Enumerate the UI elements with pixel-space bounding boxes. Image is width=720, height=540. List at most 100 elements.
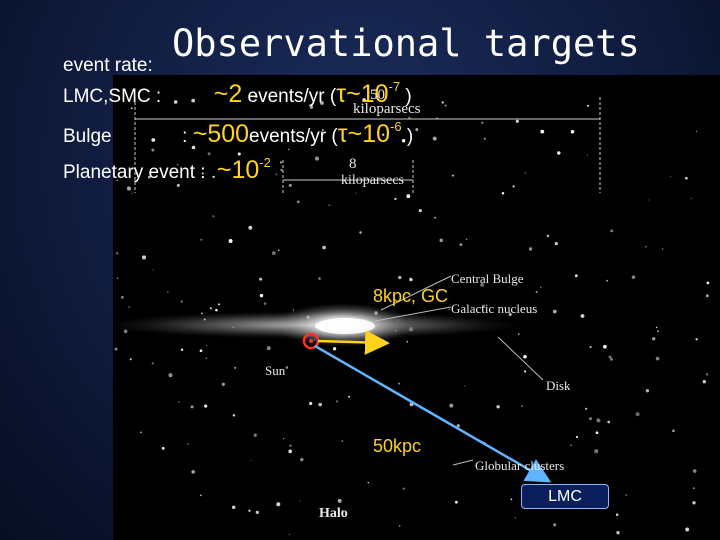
star-icon bbox=[587, 104, 589, 107]
star-icon bbox=[180, 300, 183, 303]
star-icon bbox=[263, 302, 267, 305]
star-icon bbox=[187, 443, 190, 445]
star-icon bbox=[441, 101, 444, 104]
star-icon bbox=[218, 303, 220, 306]
star-icon bbox=[176, 163, 179, 166]
star-icon bbox=[406, 340, 409, 343]
star-icon bbox=[280, 168, 283, 172]
star-icon bbox=[670, 175, 672, 177]
lmc-close: ) bbox=[400, 86, 412, 107]
lmc-box: LMC bbox=[521, 484, 609, 509]
star-icon bbox=[501, 192, 505, 195]
bulge-exp: -6 bbox=[390, 118, 402, 134]
sun-label: Sun bbox=[265, 363, 286, 378]
star-icon bbox=[126, 186, 131, 191]
star-icon bbox=[318, 402, 322, 407]
num-8-label: 8 bbox=[349, 156, 357, 172]
lmc-exp: -7 bbox=[388, 78, 401, 94]
star-icon bbox=[552, 309, 557, 314]
star-icon bbox=[434, 216, 436, 219]
star-icon bbox=[436, 117, 438, 119]
disk-label: Disk bbox=[546, 378, 571, 393]
star-icon bbox=[152, 269, 154, 271]
star-icon bbox=[692, 501, 696, 505]
rate-row-planetary: Planetary event : ~10-2 bbox=[63, 155, 271, 185]
planetary-label: Planetary event : bbox=[63, 162, 206, 183]
lmc-unit: events/yr ( bbox=[242, 86, 337, 107]
star-icon bbox=[180, 348, 184, 351]
star-icon bbox=[275, 173, 278, 176]
lmc-tau: τ~10 bbox=[336, 80, 389, 108]
star-icon bbox=[367, 481, 370, 484]
star-icon bbox=[655, 326, 658, 329]
star-icon bbox=[695, 338, 698, 341]
star-icon bbox=[535, 291, 538, 293]
star-icon bbox=[221, 382, 225, 386]
star-icon bbox=[631, 275, 636, 279]
star-icon bbox=[415, 128, 419, 132]
star-icon bbox=[554, 241, 558, 246]
star-icon bbox=[199, 494, 202, 497]
star-icon bbox=[161, 446, 165, 450]
star-icon bbox=[588, 417, 593, 421]
bulge-sep: : bbox=[182, 126, 188, 147]
star-icon bbox=[341, 510, 344, 513]
star-icon bbox=[570, 444, 572, 446]
star-icon bbox=[706, 281, 710, 285]
bulge-close: ) bbox=[401, 126, 414, 147]
star-icon bbox=[444, 104, 447, 107]
star-icon bbox=[635, 412, 640, 417]
star-icon bbox=[432, 136, 437, 141]
central-bulge-label: Central Bulge bbox=[451, 271, 524, 286]
star-icon bbox=[651, 337, 656, 341]
star-icon bbox=[140, 431, 142, 434]
star-icon bbox=[355, 192, 357, 194]
star-icon bbox=[586, 154, 588, 156]
star-icon bbox=[645, 245, 647, 248]
star-icon bbox=[151, 138, 156, 142]
star-icon bbox=[512, 185, 515, 188]
star-icon bbox=[337, 498, 342, 503]
star-icon bbox=[266, 346, 271, 351]
gc-arrow-icon bbox=[317, 329, 390, 355]
star-icon bbox=[285, 366, 289, 369]
star-icon bbox=[277, 249, 280, 251]
star-icon bbox=[398, 382, 400, 385]
star-icon bbox=[130, 107, 133, 110]
star-icon bbox=[685, 527, 690, 532]
star-icon bbox=[318, 277, 321, 280]
star-icon bbox=[496, 405, 500, 409]
star-icon bbox=[692, 469, 697, 473]
star-icon bbox=[693, 487, 695, 489]
star-icon bbox=[481, 304, 486, 308]
star-icon bbox=[309, 401, 313, 406]
star-icon bbox=[309, 105, 314, 109]
star-icon bbox=[259, 277, 263, 281]
star-icon bbox=[455, 500, 458, 504]
lmc-rate: ~2 bbox=[213, 80, 243, 108]
rate-row-bulge: Bulge : ~500events/yr (τ~10-6 ) bbox=[63, 118, 414, 149]
star-icon bbox=[120, 295, 124, 299]
star-icon bbox=[168, 373, 173, 378]
star-icon bbox=[201, 172, 204, 175]
star-icon bbox=[690, 197, 692, 200]
star-icon bbox=[276, 502, 281, 507]
star-icon bbox=[382, 133, 385, 136]
star-icon bbox=[131, 192, 133, 194]
star-icon bbox=[248, 225, 253, 230]
star-icon bbox=[606, 279, 609, 282]
star-icon bbox=[702, 380, 706, 384]
star-icon bbox=[705, 294, 709, 298]
star-icon bbox=[596, 418, 601, 423]
star-icon bbox=[200, 238, 203, 241]
star-icon bbox=[524, 172, 527, 174]
star-icon bbox=[296, 200, 300, 204]
star-icon bbox=[191, 470, 195, 474]
star-icon bbox=[585, 407, 588, 410]
star-icon bbox=[523, 355, 527, 359]
star-icon bbox=[328, 204, 330, 207]
star-icon bbox=[332, 347, 337, 351]
halo-label: Halo bbox=[319, 506, 348, 521]
star-icon bbox=[359, 231, 362, 234]
star-icon bbox=[610, 357, 613, 361]
